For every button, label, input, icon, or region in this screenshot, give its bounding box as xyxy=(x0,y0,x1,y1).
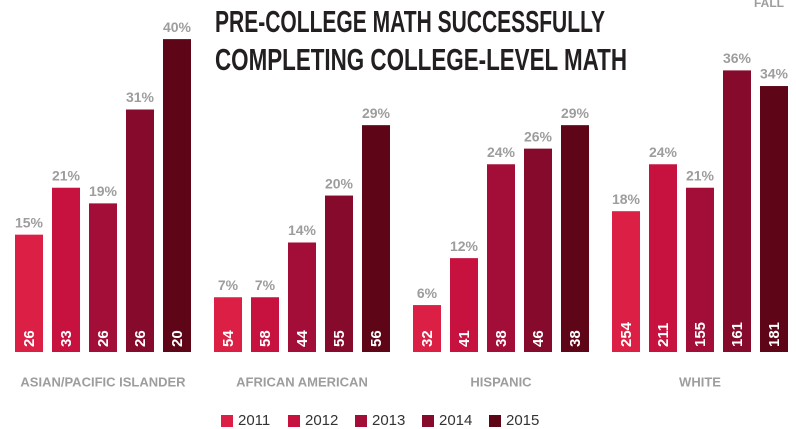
x-tick-label: HISPANIC xyxy=(470,374,532,389)
data-label: 24% xyxy=(487,144,516,160)
count-label: 44 xyxy=(294,330,311,347)
data-label: 34% xyxy=(760,66,789,82)
data-label: 19% xyxy=(89,183,118,199)
data-label: 24% xyxy=(649,144,678,160)
legend-label: 2015 xyxy=(506,412,539,429)
x-tick-label: AFRICAN AMERICAN xyxy=(236,374,368,389)
data-label: 29% xyxy=(362,105,391,121)
count-label: 46 xyxy=(530,330,547,347)
data-label: 40% xyxy=(163,19,192,35)
legend-swatch xyxy=(288,415,300,427)
data-label: 21% xyxy=(686,167,715,183)
bar xyxy=(649,164,677,352)
count-label: 181 xyxy=(766,322,783,347)
count-label: 38 xyxy=(493,330,510,347)
legend-label: 2011 xyxy=(238,412,270,429)
count-label: 211 xyxy=(655,323,672,347)
bar xyxy=(362,125,390,353)
count-label: 38 xyxy=(567,330,584,347)
count-label: 58 xyxy=(257,330,274,347)
data-label: 15% xyxy=(15,214,44,230)
bar xyxy=(126,109,154,352)
bar xyxy=(325,195,353,352)
count-label: 254 xyxy=(618,321,635,347)
x-tick-label: WHITE xyxy=(679,374,721,389)
bar xyxy=(723,70,751,353)
x-tick-label: ASIAN/PACIFIC ISLANDER xyxy=(20,374,186,389)
data-label: 20% xyxy=(325,175,354,191)
count-label: 20 xyxy=(169,330,186,347)
data-label: 18% xyxy=(612,191,641,207)
data-label: 36% xyxy=(723,50,752,66)
count-label: 26 xyxy=(95,330,112,347)
data-label: 29% xyxy=(561,105,590,121)
bar xyxy=(89,203,117,352)
bar xyxy=(163,39,191,352)
bar xyxy=(561,125,589,353)
legend-label: 2012 xyxy=(305,412,338,429)
legend-swatch xyxy=(489,415,501,427)
count-label: 161 xyxy=(729,322,746,347)
data-label: 31% xyxy=(126,89,155,105)
data-label: 21% xyxy=(52,167,81,183)
data-label: 14% xyxy=(288,222,317,238)
count-label: 56 xyxy=(368,330,385,347)
count-label: 26 xyxy=(132,330,149,347)
legend-label: 2013 xyxy=(372,412,405,429)
bar xyxy=(760,86,788,353)
bar xyxy=(487,164,515,352)
data-label: 12% xyxy=(450,238,479,254)
data-label: 6% xyxy=(417,285,438,301)
count-label: 41 xyxy=(456,330,473,347)
bar xyxy=(214,297,242,352)
chart-title: COMPLETING COLLEGE-LEVEL MATH xyxy=(215,42,627,77)
corner-label: FALL xyxy=(754,0,784,10)
bar xyxy=(524,148,552,352)
bar xyxy=(15,234,43,352)
legend-swatch xyxy=(355,415,367,427)
bar xyxy=(450,258,478,352)
bar xyxy=(251,297,279,352)
data-label: 7% xyxy=(218,277,239,293)
chart-title: PRE-COLLEGE MATH SUCCESSFULLY xyxy=(215,4,605,39)
data-label: 7% xyxy=(255,277,276,293)
count-label: 33 xyxy=(58,330,75,347)
data-label: 26% xyxy=(524,128,553,144)
count-label: 155 xyxy=(692,322,709,347)
legend-swatch xyxy=(221,415,233,427)
count-label: 32 xyxy=(419,330,436,347)
count-label: 55 xyxy=(331,330,348,347)
bar xyxy=(52,187,80,352)
legend-swatch xyxy=(422,415,434,427)
bar xyxy=(612,211,640,352)
count-label: 54 xyxy=(220,330,237,347)
count-label: 26 xyxy=(21,330,38,347)
bar xyxy=(288,242,316,352)
bar xyxy=(686,187,714,352)
bar xyxy=(413,305,441,352)
legend-label: 2014 xyxy=(439,412,472,429)
